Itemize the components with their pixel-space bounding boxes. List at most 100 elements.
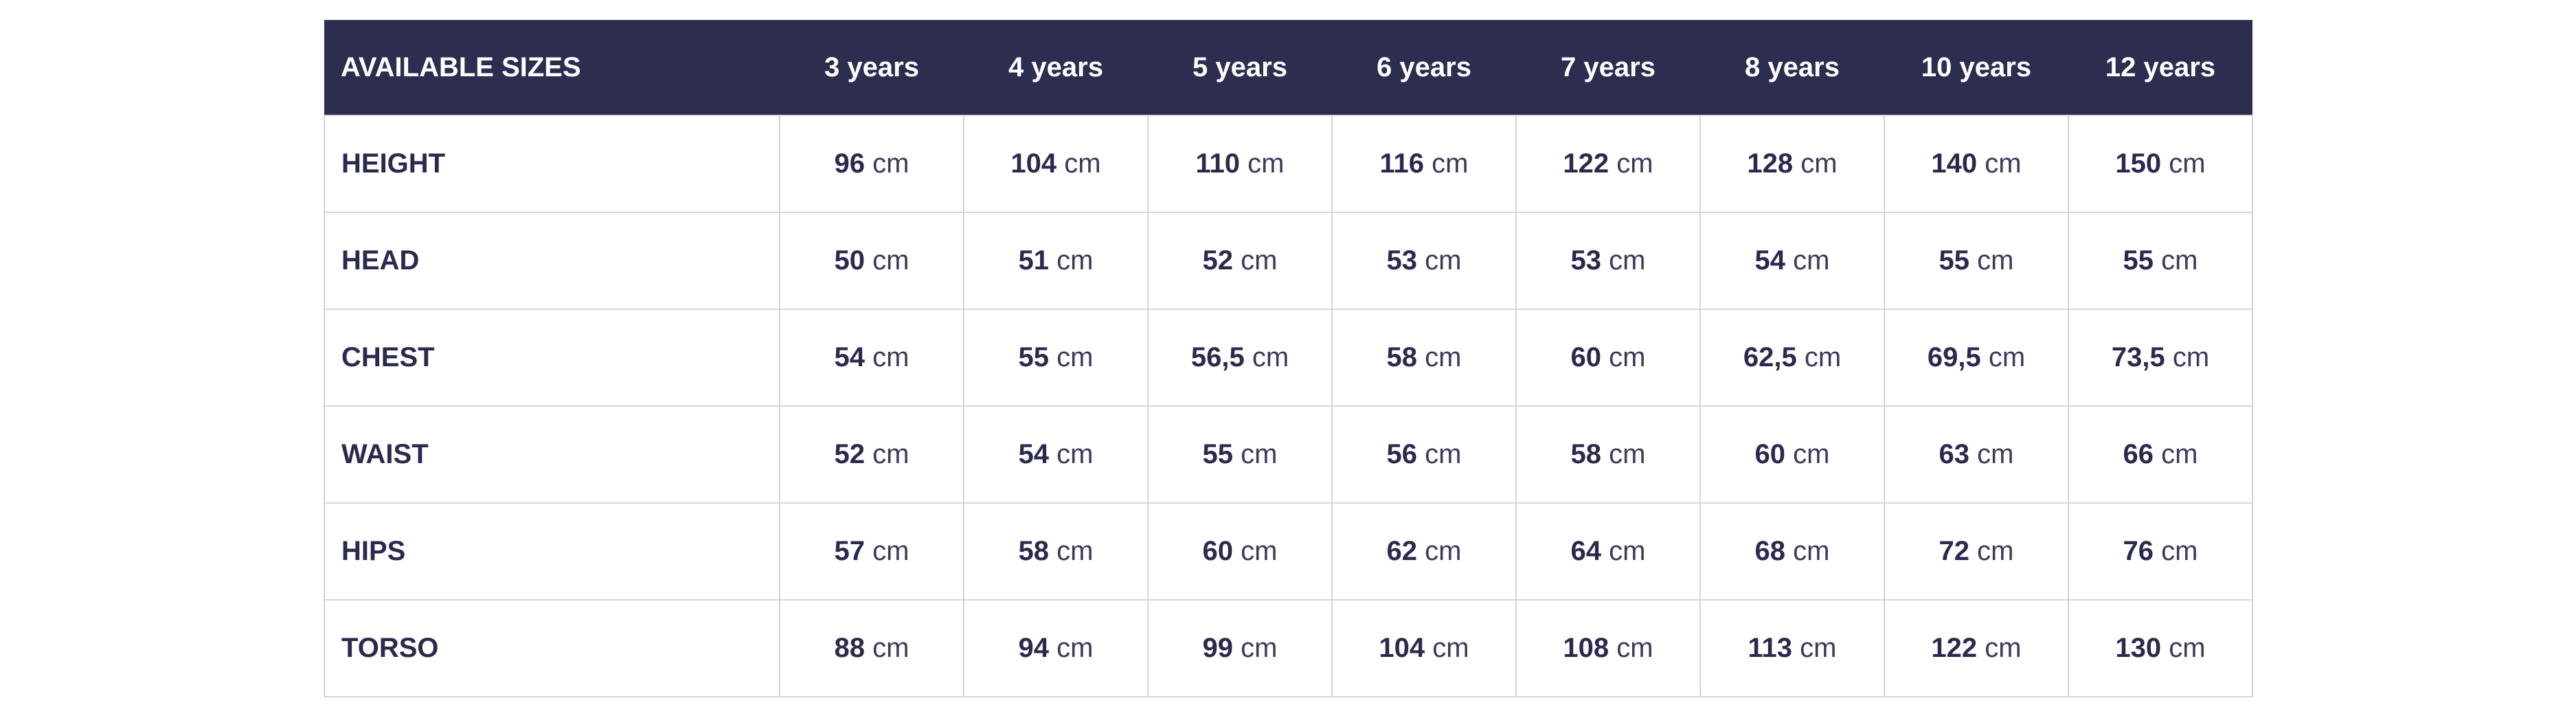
measurement-unit: cm	[872, 536, 909, 566]
measurement-value: 58	[1570, 439, 1602, 469]
measurement-unit: cm	[1241, 245, 1278, 276]
measurement-value: 108	[1563, 633, 1609, 663]
measurement-cell: 60 cm	[1147, 502, 1333, 601]
measurement-cell: 60 cm	[1515, 309, 1701, 407]
measurement-cell: 53 cm	[1515, 212, 1701, 310]
measurement-unit: cm	[1241, 633, 1278, 663]
measurement-value: 113	[1748, 633, 1793, 663]
measurement-cell: 113 cm	[1699, 599, 1885, 697]
measurement-value: 116	[1379, 148, 1425, 179]
measurement-value: 58	[1018, 536, 1050, 566]
measurement-value: 60	[1754, 439, 1786, 469]
measurement-unit: cm	[1793, 439, 1830, 469]
measurement-unit: cm	[1616, 148, 1653, 179]
measurement-unit: cm	[1609, 536, 1646, 566]
header-size: 5 years	[1193, 52, 1287, 82]
measurement-unit: cm	[1252, 342, 1289, 372]
measurement-unit: cm	[1241, 439, 1278, 469]
measurement-cell: 62,5 cm	[1699, 309, 1885, 407]
header-size: 4 years	[1008, 52, 1103, 82]
header-size: 6 years	[1377, 52, 1471, 82]
table-row: HIPS 57 cm 58 cm 60 cm 62 cm 64 cm 68 cm 72 cm 7…	[324, 502, 2253, 601]
measurement-value: 55	[2123, 245, 2154, 276]
measurement-value: 88	[834, 633, 866, 663]
measurement-unit: cm	[1977, 536, 2014, 566]
measurement-cell: 68 cm	[1699, 502, 1885, 601]
row-label: TORSO	[324, 599, 780, 697]
measurement-value: 58	[1386, 342, 1418, 372]
measurement-cell: 72 cm	[1884, 502, 2069, 601]
measurement-cell: 62 cm	[1331, 502, 1517, 601]
measurement-unit: cm	[1241, 536, 1278, 566]
measurement-value: 150	[2115, 148, 2162, 179]
measurement-unit: cm	[1432, 148, 1469, 179]
measurement-value: 104	[1010, 148, 1057, 179]
measurement-unit: cm	[2161, 439, 2198, 469]
row-label: HIPS	[324, 502, 780, 601]
measurement-value: 99	[1202, 633, 1234, 663]
measurement-unit: cm	[1988, 342, 2026, 372]
measurement-value: 50	[834, 245, 866, 276]
measurement-cell: 140 cm	[1884, 115, 2069, 213]
measurement-value: 56	[1386, 439, 1418, 469]
measurement-cell: 94 cm	[963, 599, 1149, 697]
measurement-unit: cm	[1609, 439, 1646, 469]
measurement-value: 122	[1563, 148, 1609, 179]
measurement-cell: 55 cm	[1884, 212, 2069, 310]
measurement-cell: 53 cm	[1331, 212, 1517, 310]
measurement-value: 54	[1754, 245, 1786, 276]
measurement-cell: 99 cm	[1147, 599, 1333, 697]
measurement-value: 62,5	[1743, 342, 1797, 372]
measurement-unit: cm	[1609, 245, 1646, 276]
measurement-value: 52	[1202, 245, 1234, 276]
measurement-cell: 88 cm	[779, 599, 964, 697]
measurement-value: 55	[1018, 342, 1050, 372]
measurement-unit: cm	[872, 439, 909, 469]
measurement-value: 122	[1931, 633, 1978, 663]
table-row: HEAD 50 cm 51 cm 52 cm 53 cm 53 cm 54 cm 55 cm 5…	[324, 212, 2253, 310]
measurement-value: 63	[1939, 439, 1970, 469]
measurement-value: 51	[1018, 245, 1050, 276]
measurement-cell: 52 cm	[779, 405, 964, 504]
measurement-unit: cm	[872, 342, 909, 372]
measurement-unit: cm	[1064, 148, 1101, 179]
measurement-value: 57	[834, 536, 866, 566]
measurement-value: 53	[1570, 245, 1602, 276]
measurement-value: 60	[1202, 536, 1234, 566]
row-label: WAIST	[324, 405, 780, 504]
measurement-unit: cm	[2161, 536, 2198, 566]
measurement-cell: 76 cm	[2068, 502, 2253, 601]
measurement-unit: cm	[1985, 148, 2022, 179]
measurement-cell: 73,5 cm	[2068, 309, 2253, 407]
measurement-value: 56,5	[1190, 342, 1245, 372]
measurement-cell: 55 cm	[2068, 212, 2253, 310]
measurement-unit: cm	[2172, 342, 2210, 372]
measurement-value: 104	[1379, 633, 1425, 663]
measurement-unit: cm	[1057, 439, 1094, 469]
measurement-cell: 58 cm	[963, 502, 1149, 601]
measurement-cell: 122 cm	[1884, 599, 2069, 697]
table-row: CHEST 54 cm 55 cm 56,5 cm 58 cm 60 cm 62,5 cm 6…	[324, 309, 2253, 407]
row-label: HEIGHT	[324, 115, 780, 213]
measurement-cell: 50 cm	[779, 212, 964, 310]
measurement-cell: 108 cm	[1515, 599, 1701, 697]
measurement-value: 140	[1931, 148, 1978, 179]
measurement-cell: 52 cm	[1147, 212, 1333, 310]
measurement-value: 54	[1018, 439, 1050, 469]
measurement-unit: cm	[1425, 245, 1462, 276]
measurement-unit: cm	[1057, 633, 1094, 663]
measurement-value: 55	[1939, 245, 1970, 276]
measurement-cell: 54 cm	[779, 309, 964, 407]
header-size: 10 years	[1921, 52, 2032, 82]
header-size: 3 years	[824, 52, 919, 82]
size-chart-table: AVAILABLE SIZES 3 years 4 years 5 years 6 y…	[324, 20, 2253, 697]
measurement-cell: 110 cm	[1147, 115, 1333, 213]
measurement-unit: cm	[1425, 536, 1462, 566]
header-available-sizes: AVAILABLE SIZES	[341, 52, 581, 82]
table-row: TORSO 88 cm 94 cm 99 cm 104 cm 108 cm 113 cm 12…	[324, 599, 2253, 697]
measurement-value: 62	[1386, 536, 1418, 566]
measurement-value: 128	[1747, 148, 1794, 179]
measurement-unit: cm	[872, 245, 909, 276]
measurement-unit: cm	[1793, 536, 1830, 566]
measurement-unit: cm	[1247, 148, 1285, 179]
